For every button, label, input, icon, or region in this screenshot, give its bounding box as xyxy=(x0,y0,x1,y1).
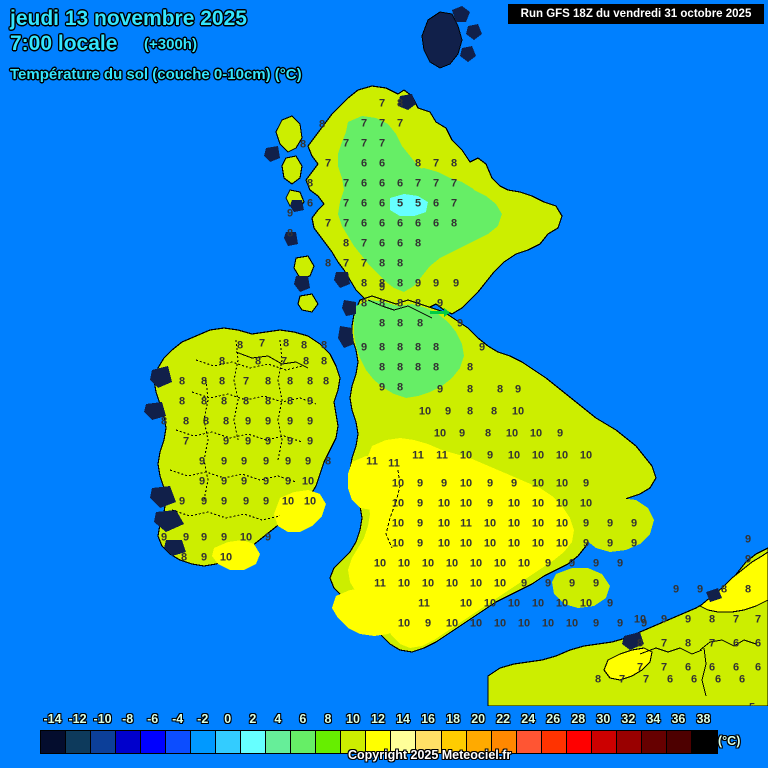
administrative-borders xyxy=(169,299,757,697)
legend-tick: -4 xyxy=(172,712,184,726)
legend-swatch[interactable] xyxy=(241,731,267,753)
legend-swatch[interactable] xyxy=(66,731,92,753)
legend-tick: 2 xyxy=(249,712,257,726)
model-run-label: Run GFS 18Z du vendredi 31 octobre 2025 xyxy=(520,8,752,20)
legend-tick: -6 xyxy=(147,712,159,726)
legend-tick: -14 xyxy=(43,712,62,726)
legend-tick: -2 xyxy=(197,712,209,726)
copyright-notice: Copyright 2025 Meteociel.fr xyxy=(348,748,512,762)
temperature-band-10-12 xyxy=(212,438,574,648)
legend-swatch[interactable] xyxy=(366,731,392,753)
forecast-date: jeudi 13 novembre 2025 xyxy=(10,7,247,30)
legend-tick: 36 xyxy=(671,712,686,726)
legend-swatch[interactable] xyxy=(541,731,567,753)
forecast-time: 7:00 locale xyxy=(10,32,118,55)
legend-swatch[interactable] xyxy=(191,731,217,753)
legend-swatch[interactable] xyxy=(116,731,142,753)
legend-swatch[interactable] xyxy=(441,731,467,753)
temperature-band-6-8 xyxy=(338,116,502,292)
legend-swatch[interactable] xyxy=(666,731,692,753)
legend-tick: 8 xyxy=(324,712,332,726)
legend-tick: 0 xyxy=(224,712,232,726)
legend-swatch[interactable] xyxy=(566,731,592,753)
legend-tick: 12 xyxy=(371,712,385,726)
legend-tick: -8 xyxy=(122,712,134,726)
legend-tick: 34 xyxy=(646,712,661,726)
legend-swatch[interactable] xyxy=(491,731,517,753)
legend-swatch[interactable] xyxy=(91,731,117,753)
legend-tick: 22 xyxy=(496,712,511,726)
wind-arrow-marker xyxy=(430,308,450,317)
legend-tick: 20 xyxy=(471,712,486,726)
legend-swatch[interactable] xyxy=(341,731,367,753)
legend-swatch[interactable] xyxy=(691,731,717,753)
legend-swatch[interactable] xyxy=(291,731,317,753)
legend-tick: 18 xyxy=(446,712,461,726)
temperature-band-england-green xyxy=(354,300,654,608)
legend-tick: 14 xyxy=(396,712,410,726)
legend-tick: 26 xyxy=(546,712,561,726)
legend-tick: -10 xyxy=(93,712,112,726)
legend-tick: 28 xyxy=(571,712,586,726)
legend-tick: 32 xyxy=(621,712,636,726)
legend-swatch[interactable] xyxy=(316,731,342,753)
legend-color-bar[interactable] xyxy=(40,730,718,754)
legend-tick: 10 xyxy=(346,712,360,726)
legend-tick: 38 xyxy=(696,712,711,726)
legend-tick: -12 xyxy=(68,712,87,726)
legend-swatch[interactable] xyxy=(466,731,492,753)
color-scale-legend: -14 -12 -10 -8 -6 -4 -2 0 2 4 6 8 10 12 14 16 18 20 22 24 26… xyxy=(0,706,768,768)
parameter-title: Température du sol (couche 0-10cm) (°C) xyxy=(10,66,302,83)
nodata-regions xyxy=(144,6,722,650)
legend-swatch[interactable] xyxy=(141,731,167,753)
legend-swatch[interactable] xyxy=(516,731,542,753)
legend-swatch[interactable] xyxy=(416,731,442,753)
legend-tick: 4 xyxy=(274,712,282,726)
legend-tick: 24 xyxy=(521,712,536,726)
legend-swatch[interactable] xyxy=(216,731,242,753)
legend-tick: 30 xyxy=(596,712,611,726)
model-run-bar: Run GFS 18Z du vendredi 31 octobre 2025 xyxy=(508,4,764,24)
map-graphic xyxy=(144,6,768,706)
forecast-lead-time: (+300h) xyxy=(144,36,197,53)
legend-tick: 16 xyxy=(421,712,436,726)
legend-tick-labels: -14 -12 -10 -8 -6 -4 -2 0 2 4 6 8 10 12 14 16 18 20 22 24 26… xyxy=(0,712,768,728)
legend-swatch[interactable] xyxy=(591,731,617,753)
legend-swatch[interactable] xyxy=(641,731,667,753)
legend-tick: 6 xyxy=(299,712,307,726)
legend-unit-label: (°C) xyxy=(718,734,741,748)
legend-swatch[interactable] xyxy=(391,731,417,753)
legend-swatch[interactable] xyxy=(266,731,292,753)
legend-swatch[interactable] xyxy=(166,731,192,753)
legend-swatch[interactable] xyxy=(41,731,67,753)
legend-swatch[interactable] xyxy=(616,731,642,753)
